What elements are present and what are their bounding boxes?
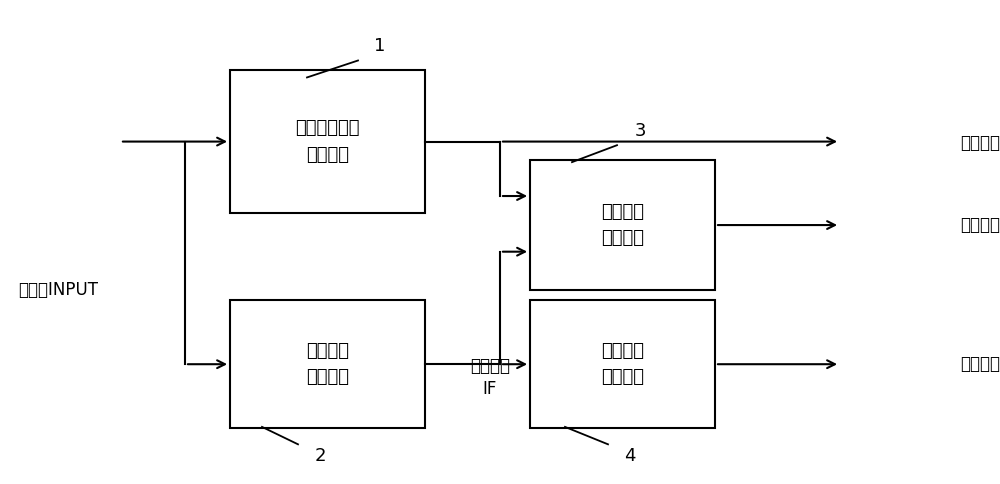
Text: 1: 1 (374, 37, 386, 55)
Text: 中频信号
IF: 中频信号 IF (470, 357, 510, 398)
Text: 4: 4 (624, 447, 636, 465)
Bar (230, 70, 425, 213)
Text: 参考工作信号REF: 参考工作信号REF (960, 134, 1000, 152)
Text: 时钟信号CLK: 时钟信号CLK (960, 355, 1000, 373)
Text: 2: 2 (314, 447, 326, 465)
Bar (530, 300, 715, 428)
Bar (530, 160, 715, 290)
Text: 时钟信号
生成单元: 时钟信号 生成单元 (601, 342, 644, 386)
Text: 本振信号
生成单元: 本振信号 生成单元 (601, 203, 644, 247)
Text: 3: 3 (634, 121, 646, 140)
Bar (230, 300, 425, 428)
Text: 本振信号LO: 本振信号LO (960, 216, 1000, 234)
Text: 中频信号
生成单元: 中频信号 生成单元 (306, 342, 349, 386)
Text: 参考工作信号
生成单元: 参考工作信号 生成单元 (295, 120, 360, 164)
Text: 源信号INPUT: 源信号INPUT (18, 281, 98, 300)
